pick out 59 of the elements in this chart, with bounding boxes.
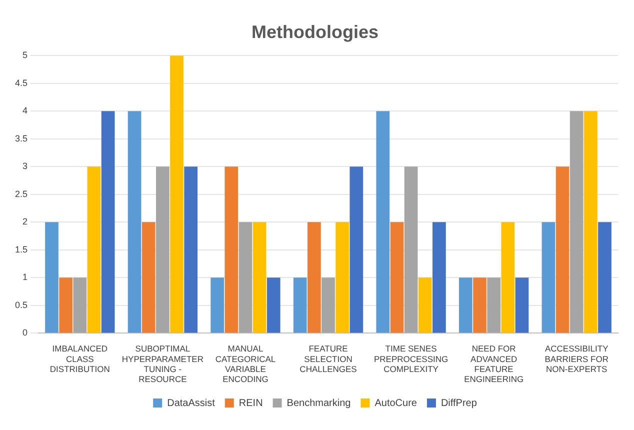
bar [336,222,350,333]
legend-label: Benchmarking [286,398,351,409]
bar [404,166,418,333]
bar [224,166,238,333]
y-tick-label: 4 [22,106,28,116]
y-tick-label: 5 [22,50,28,60]
bar [458,278,472,333]
y-tick-label: 1 [22,272,28,282]
x-tick-label: ACCESSIBILITY BARRIERS FOR NON-EXPERTS [544,344,609,374]
legend-label: AutoCure [374,398,418,409]
chart-title: Methodologies [252,22,378,42]
y-tick-label: 1.5 [14,244,28,254]
bar [252,222,266,333]
bar [128,111,142,333]
x-tick-label: TIME SENES PREPROCESSING COMPLEXITY [374,344,448,374]
bar [101,111,115,333]
bar [266,278,280,333]
bar [59,278,73,333]
legend-label: REIN [238,398,263,409]
bar [156,166,170,333]
bar [322,278,335,333]
x-tick-label: NEED FOR ADVANCED FEATURE ENGINEERING [464,344,524,384]
bar [45,222,58,333]
bar [542,222,556,333]
bar [473,278,486,333]
bar [487,278,501,333]
bar [556,166,570,333]
y-tick-label: 0 [22,328,28,338]
bar [376,111,390,333]
x-tick-label: SUBOPTIMAL HYPERPARAMETER TUNING - RESOURCE [122,344,204,384]
bar [501,222,515,333]
bar [142,222,156,333]
bar [87,166,101,333]
bar [390,222,404,333]
bar [293,278,307,333]
bar [584,111,598,333]
bar [515,278,529,333]
bar [432,222,446,333]
bar [418,278,432,333]
bar [238,222,252,333]
bar [598,222,612,333]
bar [308,222,321,333]
y-tick-label: 2.5 [14,188,28,199]
bar [350,166,364,333]
y-tick-label: 0.5 [14,300,28,310]
legend-label: DataAssist [167,398,216,409]
bar [210,278,224,333]
y-tick-label: 2 [22,216,28,227]
x-tick-label: IMBALANCED CLASS DISTRIBUTION [50,344,110,374]
x-tick-label: MANUAL CATEGORICAL VARIABLE ENCODING [215,344,276,384]
bar [570,111,584,333]
bar [73,278,87,333]
x-tick-label: FEATURE SELECTION CHALLENGES [300,344,358,374]
bar [184,166,198,333]
y-tick-label: 3 [22,161,28,172]
legend-label: DiffPrep [440,398,478,409]
bar [170,56,184,333]
y-tick-label: 4.5 [14,78,28,88]
y-tick-label: 3.5 [14,133,28,144]
